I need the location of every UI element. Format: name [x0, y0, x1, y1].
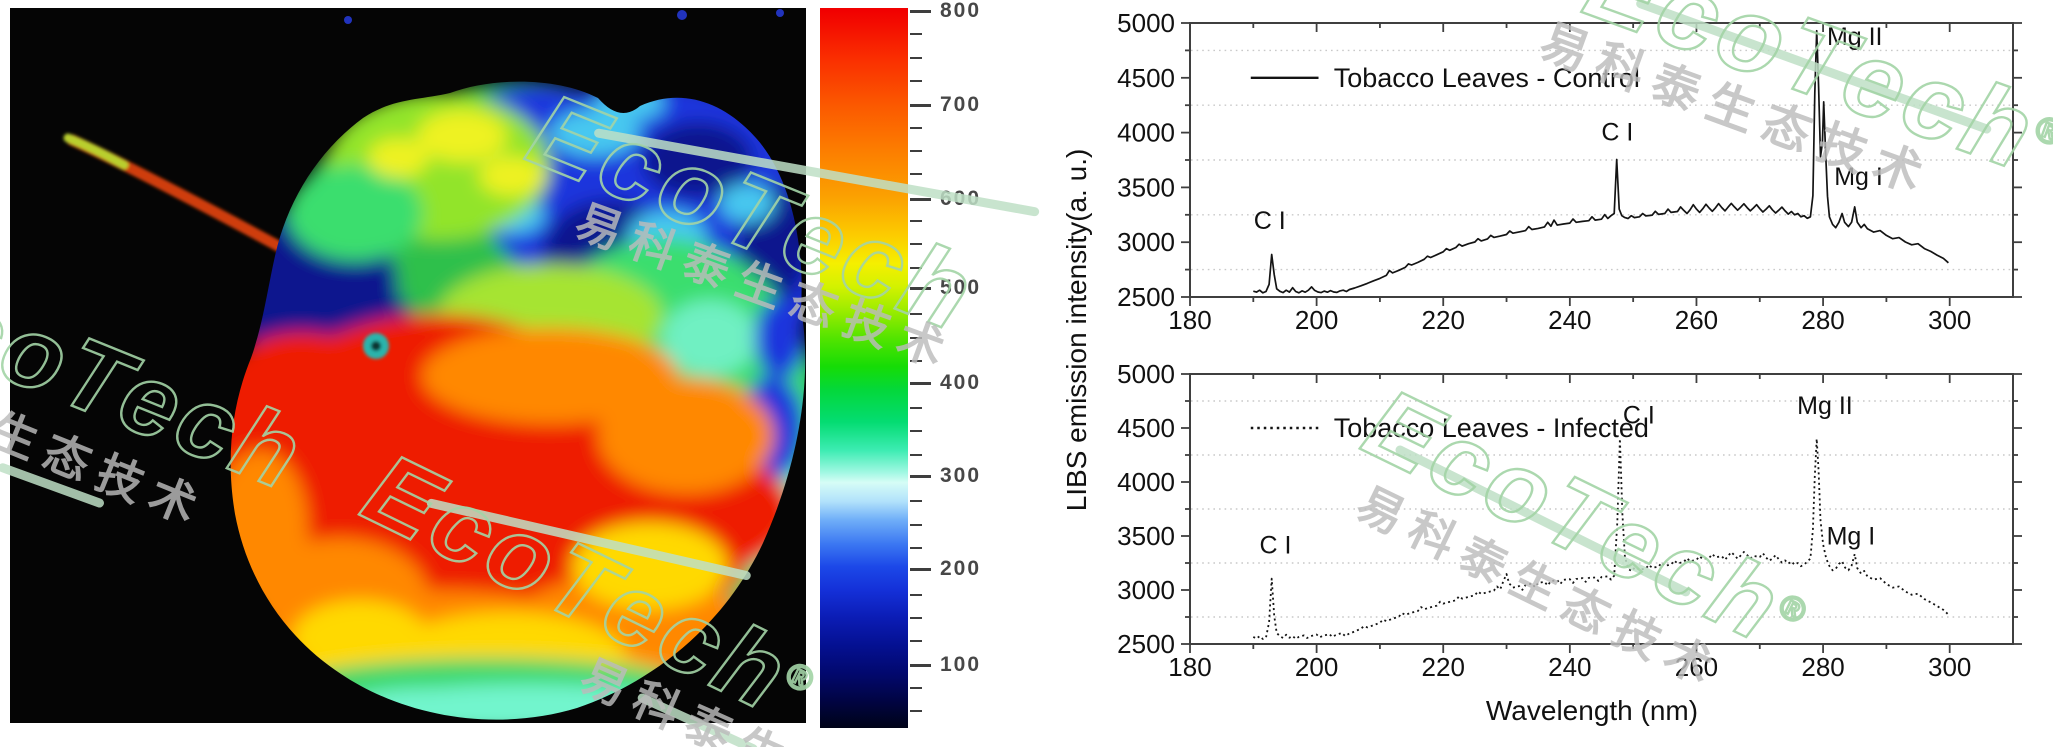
- colorbar-major-tick: [910, 475, 931, 478]
- peak-label: C I: [1254, 207, 1286, 235]
- colorbar-minor-tick: [910, 546, 922, 549]
- leaf-heatmap-image: [10, 8, 806, 723]
- colorbar-minor-tick: [910, 243, 922, 246]
- legend-label: Tobacco Leaves - Infected: [1334, 413, 1649, 443]
- colorbar-major-tick: [910, 287, 931, 290]
- x-tick-label: 180: [1168, 652, 1211, 682]
- colorbar-minor-tick: [910, 616, 922, 619]
- colorbar-minor-tick: [910, 33, 922, 36]
- colorbar-minor-tick: [910, 80, 922, 83]
- x-tick-label: 200: [1295, 305, 1338, 335]
- colorbar-minor-tick: [910, 313, 922, 316]
- colorbar-minor-tick: [910, 430, 922, 433]
- y-tick-label: 3000: [1117, 227, 1175, 257]
- y-tick-label: 3000: [1117, 575, 1175, 605]
- leaf-heatmap-svg: [10, 8, 806, 723]
- colorbar-minor-tick: [910, 336, 922, 339]
- colorbar-minor-tick: [910, 220, 922, 223]
- peak-label: Mg II: [1797, 392, 1853, 420]
- x-axis-title: Wavelength (nm): [1485, 695, 1699, 726]
- y-tick-label: 4000: [1117, 118, 1175, 148]
- colorbar-minor-tick: [910, 710, 922, 713]
- colorbar-minor-tick: [910, 500, 922, 503]
- x-tick-label: 220: [1422, 652, 1465, 682]
- y-tick-label: 4500: [1117, 63, 1175, 93]
- colorbar-minor-tick: [910, 523, 922, 526]
- colorbar-gradient: [820, 8, 908, 728]
- y-axis-title: LIBS emission intensity(a. u.): [1061, 148, 1092, 512]
- leaf-eye-spot: [363, 333, 389, 359]
- colorbar-minor-tick: [910, 173, 922, 176]
- colorbar-major-tick: [910, 568, 931, 571]
- colorbar-tick-label: 100: [940, 653, 982, 676]
- colorbar-tick-label: 200: [940, 557, 982, 580]
- y-tick-label: 4500: [1117, 413, 1175, 443]
- y-tick-label: 5000: [1117, 8, 1175, 38]
- peak-label: C I: [1623, 402, 1655, 430]
- legend-label: Tobacco Leaves - Control: [1334, 63, 1640, 93]
- x-tick-label: 200: [1295, 652, 1338, 682]
- colorbar-minor-tick: [910, 640, 922, 643]
- colorbar-minor-tick: [910, 150, 922, 153]
- colorbar-major-tick: [910, 104, 931, 107]
- peak-label: Mg II: [1827, 23, 1883, 51]
- colorbar-minor-tick: [910, 593, 922, 596]
- x-tick-label: 240: [1548, 305, 1591, 335]
- x-tick-label: 300: [1928, 305, 1971, 335]
- colorbar-major-tick: [910, 10, 931, 13]
- colorbar-minor-tick: [910, 266, 922, 269]
- x-tick-label: 220: [1422, 305, 1465, 335]
- colorbar-major-tick: [910, 664, 931, 667]
- x-tick-label: 260: [1675, 305, 1718, 335]
- colorbar-tick-label: 400: [940, 371, 982, 394]
- colorbar-tick-label: 600: [940, 187, 982, 210]
- chart-infected-spectrum: 180 200 220 240 260 280 300 2500 3000 3500 4000 450…: [1117, 360, 2022, 682]
- colorbar-minor-tick: [910, 56, 922, 59]
- peak-label: C I: [1259, 531, 1291, 559]
- leaf-specks: [344, 9, 784, 24]
- x-tick-label: 240: [1548, 652, 1591, 682]
- peak-label: C I: [1601, 118, 1633, 146]
- y-tick-label: 5000: [1117, 360, 1175, 389]
- colorbar-tick-label: 700: [940, 93, 982, 116]
- y-tick-label: 4000: [1117, 467, 1175, 497]
- colorbar-tick-label: 800: [940, 0, 982, 22]
- colorbar-tick-label: 300: [940, 464, 982, 487]
- x-tick-label: 300: [1928, 652, 1971, 682]
- colorbar-major-tick: [910, 198, 931, 201]
- x-tick-label: 180: [1168, 305, 1211, 335]
- peak-label: Mg I: [1827, 523, 1876, 551]
- y-tick-label: 3500: [1117, 172, 1175, 202]
- peak-label: Mg I: [1834, 163, 1883, 191]
- x-tick-label: 280: [1801, 652, 1844, 682]
- colorbar-major-tick: [910, 382, 931, 385]
- x-tick-label: 260: [1675, 652, 1718, 682]
- colorbar-tick-label: 500: [940, 276, 982, 299]
- y-tick-label: 2500: [1117, 282, 1175, 312]
- colorbar-minor-tick: [910, 360, 922, 363]
- x-tick-label: 280: [1801, 305, 1844, 335]
- colorbar-minor-tick: [910, 406, 922, 409]
- colorbar-minor-tick: [910, 686, 922, 689]
- colorbar-minor-tick: [910, 453, 922, 456]
- colorbar: 800 700 600 500 400 300 200 100: [820, 0, 1010, 747]
- y-tick-label: 2500: [1117, 629, 1175, 659]
- colorbar-minor-tick: [910, 126, 922, 129]
- y-tick-label: 3500: [1117, 521, 1175, 551]
- chart-control-spectrum: 180 200 220 240 260 280 300 2500 3000 3500 4000 450…: [1117, 8, 2022, 335]
